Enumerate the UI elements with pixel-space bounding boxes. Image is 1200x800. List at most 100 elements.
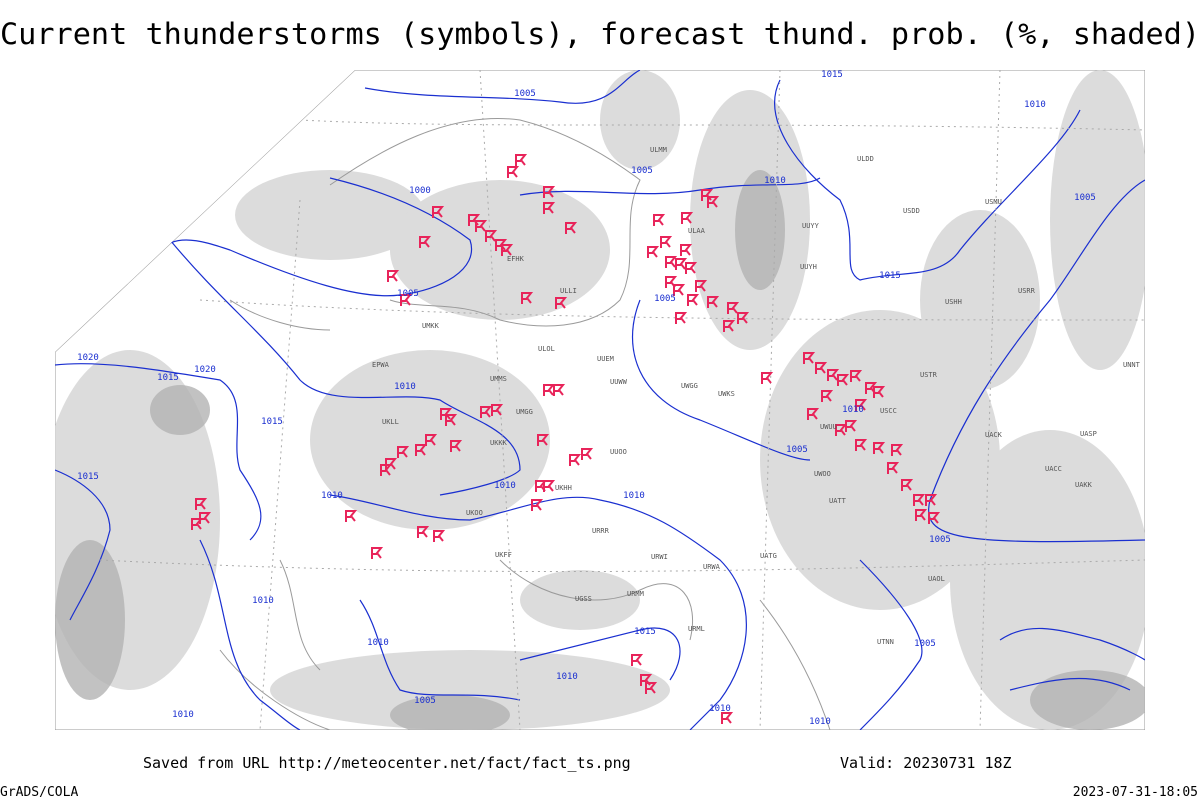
thunderstorm-symbol xyxy=(845,420,858,432)
thunderstorm-symbol xyxy=(850,370,863,382)
thunderstorm-symbol xyxy=(675,258,688,270)
station-label: UWUU xyxy=(820,423,837,431)
thunderstorm-symbol xyxy=(723,320,736,332)
thunderstorm-symbol xyxy=(581,448,594,460)
station-label: USRR xyxy=(1018,287,1036,295)
thunderstorm-symbol xyxy=(721,712,734,724)
thunderstorm-symbol xyxy=(480,406,493,418)
isobar-label: 1005 xyxy=(914,639,936,649)
thunderstorm-symbols xyxy=(191,154,941,724)
station-label: UASP xyxy=(1080,430,1097,438)
isobar-label: 1000 xyxy=(409,186,431,196)
thunderstorm-symbol xyxy=(665,256,678,268)
thunderstorm-symbol xyxy=(901,479,914,491)
isobar-label: 1010 xyxy=(321,491,343,501)
thunderstorm-symbol xyxy=(807,408,820,420)
station-label: UMMS xyxy=(490,375,507,383)
isobar-label: 1010 xyxy=(809,717,831,727)
station-label: URML xyxy=(688,625,705,633)
station-label: EFHK xyxy=(507,255,525,263)
station-label: UTNN xyxy=(877,638,894,646)
thunderstorm-symbol xyxy=(191,518,204,530)
station-label: UWOO xyxy=(814,470,831,478)
thunderstorm-symbol xyxy=(433,530,446,542)
isobar-label: 1010 xyxy=(494,481,516,491)
isobar-label: 1010 xyxy=(394,382,416,392)
thunderstorm-symbol xyxy=(543,480,556,492)
thunderstorm-symbol xyxy=(419,236,432,248)
thunderstorm-symbol xyxy=(665,276,678,288)
thunderstorm-symbol xyxy=(673,284,686,296)
thunderstorm-symbol xyxy=(417,526,430,538)
station-label: USMU xyxy=(985,198,1002,206)
station-label: UNNT xyxy=(1123,361,1141,369)
isobar-label: 1010 xyxy=(556,672,578,682)
isobar-label: 1010 xyxy=(764,176,786,186)
thunderstorm-symbol xyxy=(645,682,658,694)
station-label: USDD xyxy=(903,207,920,215)
credit: GrADS/COLA xyxy=(0,785,78,800)
isobar-label: 1015 xyxy=(261,417,283,427)
isobar-label: 1015 xyxy=(77,472,99,482)
station-label: USHH xyxy=(945,298,962,306)
thunderstorm-symbol xyxy=(565,222,578,234)
station-label: UMGG xyxy=(516,408,533,416)
isobar-label: 1005 xyxy=(1074,193,1096,203)
thunderstorm-symbol xyxy=(555,297,568,309)
station-label: UMKK xyxy=(422,322,440,330)
station-label: UAKK xyxy=(1075,481,1093,489)
thunderstorm-symbol xyxy=(837,374,850,386)
isobar-label: 1010 xyxy=(367,638,389,648)
station-label: UAOL xyxy=(928,575,945,583)
station-label: UKFF xyxy=(495,551,512,559)
thunderstorm-symbol xyxy=(647,246,660,258)
thunderstorm-symbol xyxy=(543,186,556,198)
thunderstorm-symbol xyxy=(681,212,694,224)
thunderstorm-symbol xyxy=(450,440,463,452)
thunderstorm-symbol xyxy=(543,202,556,214)
thunderstorm-symbol xyxy=(521,292,534,304)
isobar-label: 1020 xyxy=(194,365,216,375)
thunderstorm-symbol xyxy=(887,462,900,474)
thunderstorm-symbol xyxy=(761,372,774,384)
station-label: ULMM xyxy=(650,146,667,154)
station-label: UATT xyxy=(829,497,847,505)
thunderstorm-symbol xyxy=(891,444,904,456)
thunderstorm-symbol xyxy=(737,312,750,324)
station-label: USCC xyxy=(880,407,897,415)
thunderstorm-symbol xyxy=(345,510,358,522)
isobar-label: 1010 xyxy=(623,491,645,501)
station-label: UKLL xyxy=(382,418,399,426)
thunderstorm-symbol xyxy=(631,654,644,666)
thunderstorm-symbol xyxy=(653,214,666,226)
station-label: UWKS xyxy=(718,390,735,398)
isobar-label: 1015 xyxy=(634,627,656,637)
thunderstorm-symbol xyxy=(827,369,840,381)
isobar-label: 1005 xyxy=(631,166,653,176)
station-label: UWGG xyxy=(681,382,698,390)
thunderstorm-symbol xyxy=(660,236,673,248)
thunderstorm-symbol xyxy=(928,512,941,524)
thunderstorm-symbol xyxy=(553,384,566,396)
isobar-label: 1005 xyxy=(414,696,436,706)
thunderstorm-symbol xyxy=(640,674,653,686)
thunderstorm-symbol xyxy=(380,464,393,476)
thunderstorm-symbol xyxy=(855,439,868,451)
thunderstorm-symbol xyxy=(515,154,528,166)
station-label: UGSS xyxy=(575,595,592,603)
thunderstorm-symbol xyxy=(387,270,400,282)
station-label: UKHH xyxy=(555,484,572,492)
thunderstorm-symbol xyxy=(821,390,834,402)
thunderstorm-symbol xyxy=(865,382,878,394)
isobar-label: 1015 xyxy=(879,271,901,281)
station-label: URRR xyxy=(592,527,610,535)
thunderstorm-symbol xyxy=(727,302,740,314)
isobar-label: 1010 xyxy=(252,596,274,606)
station-label: UACC xyxy=(1045,465,1062,473)
thunderstorm-symbol xyxy=(687,294,700,306)
thunderstorm-symbol xyxy=(195,498,208,510)
thunderstorm-symbol xyxy=(680,244,693,256)
station-label: UACK xyxy=(985,431,1003,439)
thunderstorm-symbol xyxy=(707,296,720,308)
